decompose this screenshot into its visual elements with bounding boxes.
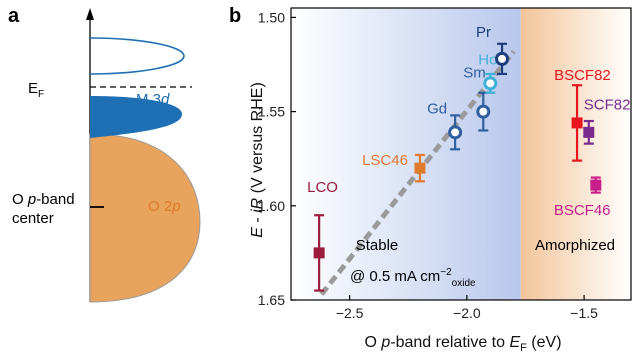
y-tick-label: 1.55: [258, 104, 285, 120]
marker-bscf82: [571, 117, 583, 129]
o2p-label: O 2p: [148, 198, 181, 215]
y-axis-title: E - iR (V versus RHE): [249, 82, 266, 238]
panel-a: a EF M 3d O 2p O p-band center: [8, 5, 201, 303]
point-lco: LCO: [307, 179, 338, 292]
point-gd: Gd: [427, 100, 463, 151]
condition-label: @ 0.5 mA cm−2oxide: [350, 267, 476, 289]
point-sm: Sm: [463, 65, 491, 132]
amorphized-label: Amorphized: [535, 237, 615, 254]
point-scf82: SCF82: [583, 96, 631, 145]
y-tick-label: 1.65: [258, 292, 285, 308]
marker-lco: [313, 247, 325, 259]
point-pr: Pr: [476, 24, 510, 76]
point-bscf82: BSCF82: [554, 67, 611, 162]
marker-scf82: [583, 126, 595, 138]
label-lsc46: LSC46: [362, 152, 408, 169]
point-lsc46: LSC46: [362, 152, 426, 183]
label-scf82: SCF82: [584, 96, 631, 113]
p-band-center-label-line1: O p-band: [12, 191, 75, 208]
plot-frame: [290, 7, 632, 301]
y-tick-label: 1.50: [258, 9, 285, 25]
panel-b: b −2.5 −2.0 −1.5 1.50 1.55 1.60 1.65 LCO LSC46 G…: [229, 5, 632, 354]
x-axis-title: O p-band relative to EF (eV): [364, 334, 561, 354]
y-tick-label: 1.60: [258, 198, 285, 214]
point-bscf46: BSCF46: [554, 176, 611, 219]
upper-m3d-band: [89, 37, 185, 75]
axis-ticks: −2.5 −2.0 −1.5 1.50 1.55 1.60 1.65: [258, 9, 598, 321]
panel-a-label: a: [8, 5, 20, 27]
lower-m3d-band: [90, 96, 182, 138]
marker-bscf46: [590, 179, 602, 191]
label-bscf46: BSCF46: [554, 202, 611, 219]
marker-pr: [495, 51, 510, 66]
amorphized-region: [520, 8, 631, 300]
label-lco: LCO: [307, 179, 338, 196]
o2p-band: [89, 133, 201, 303]
marker-sm: [476, 104, 491, 119]
stable-region: [291, 8, 521, 300]
x-tick-label: −2.0: [453, 305, 481, 321]
x-tick-label: −1.5: [570, 305, 598, 321]
label-bscf82: BSCF82: [554, 67, 611, 84]
x-tick-label: −2.5: [336, 305, 364, 321]
point-ho: Ho: [478, 51, 498, 94]
panel-b-label: b: [229, 5, 241, 27]
marker-gd: [448, 125, 463, 140]
stable-label: Stable: [356, 237, 399, 254]
fermi-level-label: EF: [28, 80, 44, 100]
marker-ho: [483, 76, 498, 91]
marker-lsc46: [414, 162, 426, 174]
label-gd: Gd: [427, 100, 447, 117]
label-pr: Pr: [476, 24, 491, 41]
label-ho: Ho: [478, 51, 497, 68]
p-band-center-label-line2: center: [12, 210, 54, 227]
label-sm: Sm: [463, 65, 486, 82]
m3d-label: M 3d: [136, 91, 170, 108]
energy-axis-arrow: [86, 8, 94, 20]
